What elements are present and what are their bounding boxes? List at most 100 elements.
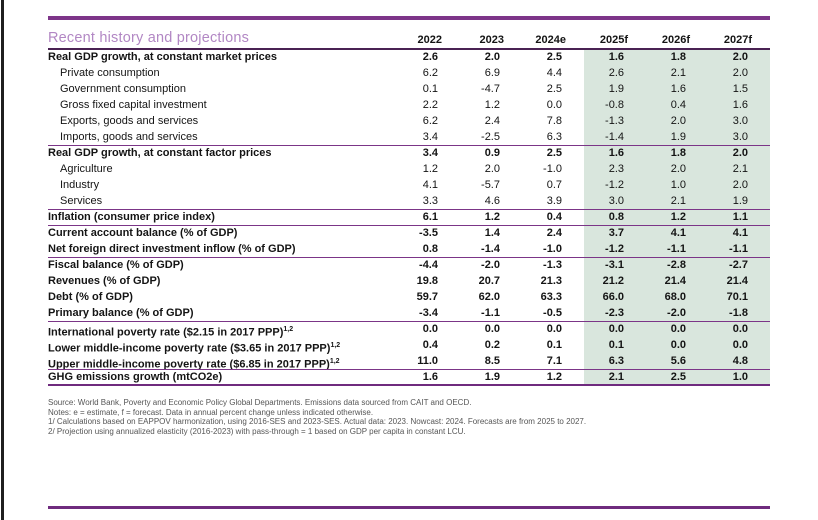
cell-2027f: 3.0 [708,130,770,145]
cell-2024e: 2.5 [546,51,562,63]
row-label: Private consumption [60,67,160,79]
row-label: Real GDP growth, at constant market pric… [48,51,278,63]
cell-2022: 0.8 [422,243,438,255]
cell-2024e: 0.0 [546,323,562,335]
cell-2026f: 2.1 [646,194,708,209]
cell-2027f: -1.1 [708,242,770,257]
bottom-rule [48,506,770,509]
cell-2022: 0.0 [422,323,438,335]
table-row: Fiscal balance (% of GDP) -4.4 -2.0 -1.3 -3.… [48,258,770,274]
footnote-source: Source: World Bank, Poverty and Economic… [48,398,472,407]
cell-2027f: 1.1 [708,210,770,225]
cell-2023: -2.5 [481,131,500,143]
table-row: International poverty rate ($2.15 in 201… [48,322,770,338]
cell-2022: 6.2 [422,115,438,127]
cell-2022: 1.6 [422,371,438,383]
row-label: Industry [60,179,100,191]
cell-2023: -1.1 [481,307,500,319]
cell-2025f: -1.2 [584,242,646,257]
cell-2027f: 3.0 [708,114,770,130]
cell-2027f: 4.1 [708,226,770,242]
cell-2027f: 0.0 [708,322,770,338]
cell-2025f: 2.6 [584,66,646,82]
cell-2025f: 1.6 [584,146,646,162]
cell-2023: 2.0 [484,163,500,175]
projections-table: Recent history and projections 2022 2023… [48,16,770,436]
cell-2022: 6.2 [422,67,438,79]
cell-2022: 19.8 [416,275,438,287]
table-row: Revenues (% of GDP) 19.8 20.7 21.3 21.2 21.4 2… [48,274,770,290]
row-label: Fiscal balance (% of GDP) [48,259,184,271]
cell-2022: 4.1 [422,179,438,191]
cell-2024e: 2.5 [546,147,562,159]
cell-2023: -1.4 [481,243,500,255]
column-header-2022: 2022 [417,34,442,46]
row-label: Gross fixed capital investment [60,99,207,111]
table-row: Current account balance (% of GDP) -3.5 1.… [48,226,770,242]
cell-2026f: 2.5 [646,370,708,384]
row-label: Current account balance (% of GDP) [48,227,238,239]
row-label: Real GDP growth, at constant factor pric… [48,147,272,159]
cell-2026f: -1.1 [646,242,708,257]
cell-2023: -5.7 [481,179,500,191]
row-label: Government consumption [60,83,186,95]
cell-2022: 3.4 [422,147,438,159]
table-row: Private consumption 6.2 6.9 4.4 2.6 2.1 2.0 [48,66,770,82]
cell-2027f: 2.1 [708,162,770,178]
cell-2025f: 0.1 [584,338,646,354]
table-row: Real GDP growth, at constant market pric… [48,50,770,66]
cell-2024e: 2.4 [546,227,562,239]
cell-2024e: 0.4 [546,211,562,223]
cell-2024e: 0.0 [546,99,562,111]
footnotes: Source: World Bank, Poverty and Economic… [48,398,770,436]
cell-2025f: 2.1 [584,370,646,384]
row-label: Upper middle-income poverty rate ($6.85 … [48,358,340,369]
cell-2026f: -2.0 [646,306,708,321]
cell-2027f: 70.1 [708,290,770,306]
cell-2026f: 0.0 [646,338,708,354]
cell-2025f: 21.2 [584,274,646,290]
cell-2027f: 0.0 [708,338,770,354]
row-label: Net foreign direct investment inflow (% … [48,243,296,255]
cell-2022: 6.1 [422,211,438,223]
table-row: Industry 4.1 -5.7 0.7 -1.2 1.0 2.0 [48,178,770,194]
row-label: Revenues (% of GDP) [48,275,161,287]
cell-2024e: 63.3 [540,291,562,303]
cell-2022: 3.4 [422,131,438,143]
cell-2024e: -0.5 [543,307,562,319]
cell-2025f: 1.9 [584,82,646,98]
cell-2025f: -0.8 [584,98,646,114]
column-header-2027f: 2027f [723,34,752,46]
cell-2025f: -1.2 [584,178,646,194]
cell-2026f: 21.4 [646,274,708,290]
cell-2027f: 4.8 [708,354,770,369]
row-label: Imports, goods and services [60,131,198,143]
row-label: Inflation (consumer price index) [48,211,215,223]
table-row: Gross fixed capital investment 2.2 1.2 0.0 -… [48,98,770,114]
cell-2025f: -3.1 [584,258,646,274]
cell-2023: 20.7 [478,275,500,287]
cell-2026f: 1.8 [646,146,708,162]
row-label: Primary balance (% of GDP) [48,307,194,319]
cell-2025f: 6.3 [584,354,646,369]
cell-2022: 1.2 [422,163,438,175]
cell-2022: 59.7 [416,291,438,303]
row-label: GHG emissions growth (mtCO2e) [48,371,223,383]
cell-2022: 2.2 [422,99,438,111]
table-row: Services 3.3 4.6 3.9 3.0 2.1 1.9 [48,194,770,210]
cell-2027f: 2.0 [708,50,770,66]
cell-2023: 4.6 [484,195,500,207]
cell-2023: 2.4 [484,115,500,127]
column-header-2023: 2023 [479,34,504,46]
cell-2022: 3.3 [422,195,438,207]
row-label: Services [60,195,103,207]
cell-2025f: 66.0 [584,290,646,306]
cell-2024e: 3.9 [546,195,562,207]
table-row: Upper middle-income poverty rate ($6.85 … [48,354,770,370]
cell-2024e: 4.4 [546,67,562,79]
cell-2024e: 2.5 [546,83,562,95]
column-header-2025f: 2025f [599,34,628,46]
cell-2023: 1.9 [484,371,500,383]
top-rule [48,16,770,20]
cell-2027f: 2.0 [708,66,770,82]
